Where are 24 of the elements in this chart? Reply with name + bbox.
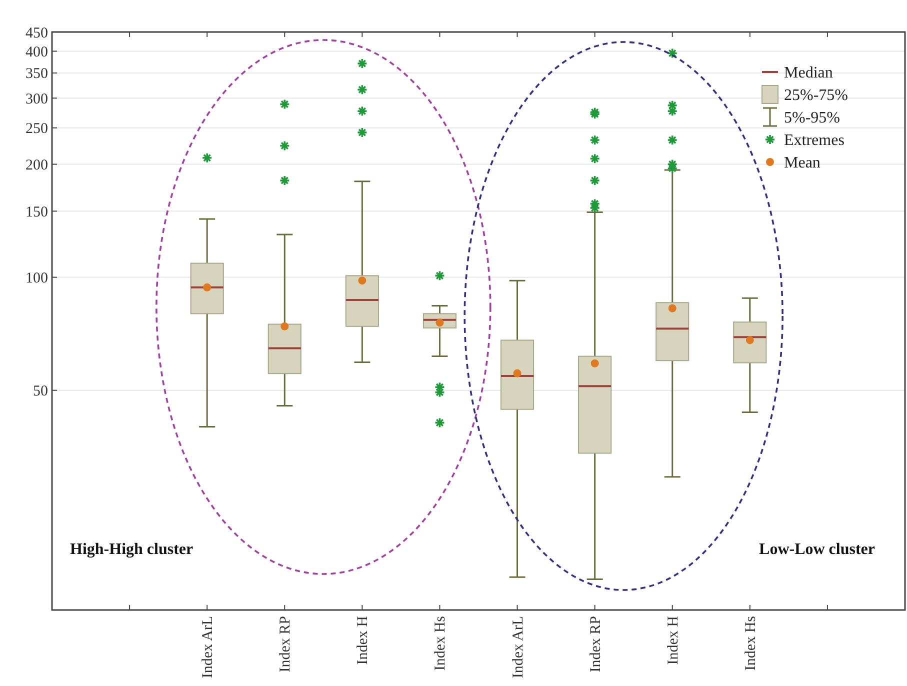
- y-tick-label: 450: [26, 25, 48, 42]
- annotation: Low-Low cluster: [759, 541, 875, 558]
- x-tick-label: Index ArL: [510, 616, 526, 678]
- x-tick-label: Index H: [665, 616, 682, 665]
- y-tick-label: 150: [26, 204, 48, 220]
- x-tick-label: Index RP: [278, 616, 294, 672]
- x-tick-label: Index H: [355, 616, 372, 665]
- annotation: 25%-75%: [784, 87, 848, 104]
- y-tick-label: 250: [26, 121, 48, 138]
- annotation: Median: [784, 64, 833, 82]
- x-tick-label: Index RP: [588, 616, 604, 672]
- y-tick-label: 100: [26, 270, 48, 287]
- x-tick-label: Index Hs: [432, 616, 449, 671]
- y-tick-label: 400: [26, 44, 48, 60]
- annotation: Extremes: [784, 132, 844, 150]
- x-tick-label: Index Hs: [742, 616, 759, 671]
- y-tick-label: 300: [26, 91, 48, 108]
- y-tick-label: 350: [26, 66, 48, 82]
- annotation: Mean: [784, 154, 820, 172]
- y-tick-label: 50: [33, 384, 48, 400]
- annotation: 5%-95%: [784, 110, 840, 127]
- annotation: High-High cluster: [70, 541, 194, 558]
- x-tick-label: Index ArL: [200, 616, 216, 678]
- y-tick-label: 200: [26, 157, 48, 174]
